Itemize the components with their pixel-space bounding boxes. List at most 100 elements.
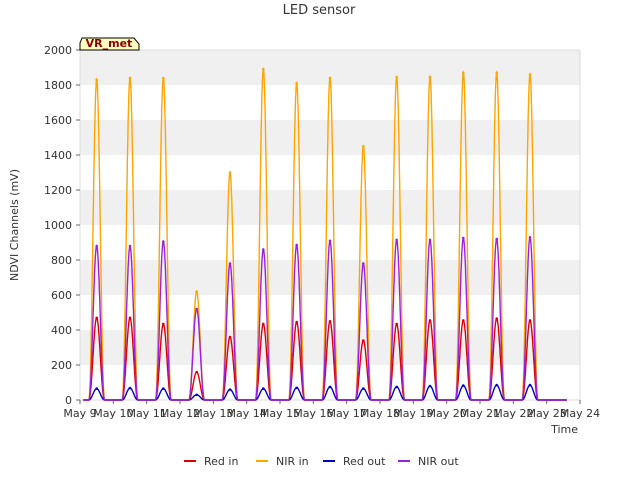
- data-point-nir-in: [362, 145, 365, 148]
- x-tick-label: May 21: [460, 407, 500, 420]
- y-axis-ticks: 0 200 400 600 800 1000 1200 1400 1600 1800 2000: [44, 44, 80, 407]
- data-point-red-out: [128, 386, 132, 390]
- x-tick-label: May 22: [493, 407, 533, 420]
- x-tick-label: May 15: [260, 407, 300, 420]
- data-point-nir-out: [462, 236, 465, 240]
- y-tick-label: 1600: [44, 114, 72, 127]
- data-point-red-out: [495, 383, 499, 387]
- chart-title: LED sensor: [283, 3, 356, 18]
- data-point-nir-in: [495, 71, 499, 75]
- data-point-nir-out: [195, 307, 198, 311]
- data-point-nir-out: [428, 238, 432, 242]
- data-point-red-out: [428, 384, 432, 388]
- y-axis-label: NDVI Channels (mV): [8, 169, 21, 281]
- data-point-nir-in: [162, 76, 165, 80]
- y-tick-label: 600: [51, 289, 72, 302]
- x-tick-label: May 19: [393, 407, 433, 420]
- data-point-red-in: [428, 319, 432, 322]
- data-point-red-out: [262, 387, 265, 390]
- data-point-nir-out: [495, 237, 499, 241]
- data-point-nir-in: [95, 78, 98, 82]
- series-lines: [83, 66, 567, 401]
- data-point-nir-in: [395, 75, 399, 79]
- data-point-red-in: [462, 319, 465, 322]
- y-tick-label: 1200: [44, 184, 72, 197]
- data-point-red-in: [228, 335, 232, 339]
- grid-band: [80, 190, 580, 225]
- data-point-red-in: [262, 322, 265, 326]
- grid-band: [80, 260, 580, 295]
- data-point-nir-out: [128, 244, 132, 248]
- site-tag-label: VR_met: [86, 37, 133, 50]
- data-point-nir-in: [128, 76, 132, 80]
- grid-band: [80, 365, 580, 400]
- grid-band: [80, 120, 580, 155]
- data-point-nir-out: [528, 236, 532, 239]
- data-point-nir-out: [228, 262, 232, 265]
- legend-entry: Red in: [204, 455, 238, 468]
- grid-band: [80, 155, 580, 190]
- x-tick-label: May 18: [360, 407, 400, 420]
- data-point-red-out: [362, 387, 365, 390]
- y-tick-label: 2000: [44, 44, 72, 57]
- x-tick-label: May 20: [427, 407, 467, 420]
- data-point-red-in: [395, 322, 399, 326]
- data-point-red-out: [462, 384, 465, 387]
- data-point-red-in: [328, 320, 332, 323]
- y-tick-label: 800: [51, 254, 72, 267]
- legend: Red in NIR in Red out NIR out: [184, 455, 459, 468]
- y-tick-label: 1000: [44, 219, 72, 232]
- y-tick-label: 0: [65, 394, 72, 407]
- data-point-nir-in: [295, 82, 299, 85]
- data-point-red-out: [162, 387, 165, 390]
- x-tick-label: May 23: [527, 407, 567, 420]
- y-tick-label: 200: [51, 359, 72, 372]
- data-point-red-in: [162, 322, 165, 326]
- data-point-red-out: [228, 388, 232, 391]
- data-point-nir-out: [328, 239, 332, 243]
- legend-entry: NIR in: [276, 455, 309, 468]
- data-point-nir-in: [228, 171, 232, 174]
- data-point-red-in: [295, 320, 299, 324]
- data-point-nir-out: [295, 243, 299, 247]
- data-point-red-in: [528, 319, 532, 322]
- data-point-red-out: [195, 393, 198, 397]
- data-point-red-out: [528, 383, 532, 387]
- data-point-red-in: [362, 339, 365, 342]
- legend-entry: NIR out: [418, 455, 459, 468]
- data-point-nir-in: [262, 68, 265, 71]
- x-tick-label: May 24: [560, 407, 600, 420]
- x-tick-label: May 14: [227, 407, 267, 420]
- x-tick-label: May 10: [93, 407, 133, 420]
- data-point-red-out: [95, 387, 98, 390]
- data-point-red-in: [128, 316, 132, 320]
- grid-band: [80, 85, 580, 120]
- x-tick-label: May 11: [127, 407, 167, 420]
- series-line-nir-out: [83, 236, 567, 401]
- data-point-red-out: [328, 385, 332, 389]
- data-point-nir-out: [362, 262, 365, 265]
- y-tick-label: 1800: [44, 79, 72, 92]
- data-point-red-in: [95, 316, 98, 320]
- data-point-nir-in: [328, 76, 332, 80]
- x-tick-label: May 12: [160, 407, 200, 420]
- data-point-red-out: [395, 385, 399, 389]
- data-point-nir-in: [428, 75, 432, 79]
- data-point-nir-in: [195, 290, 198, 293]
- x-axis-label: Time: [550, 423, 578, 436]
- data-point-nir-in: [528, 73, 532, 76]
- data-point-red-in: [195, 370, 198, 374]
- grid-band: [80, 330, 580, 365]
- data-point-red-out: [295, 386, 299, 390]
- grid-bands: [79, 49, 581, 401]
- site-tag-box: [79, 37, 140, 51]
- data-point-red-in: [495, 317, 499, 320]
- data-point-nir-out: [95, 244, 98, 248]
- x-tick-label: May 17: [327, 407, 367, 420]
- y-tick-label: 1400: [44, 149, 72, 162]
- x-tick-label: May 16: [293, 407, 333, 420]
- grid-band: [80, 295, 580, 330]
- x-tick-label: May 9: [63, 407, 96, 420]
